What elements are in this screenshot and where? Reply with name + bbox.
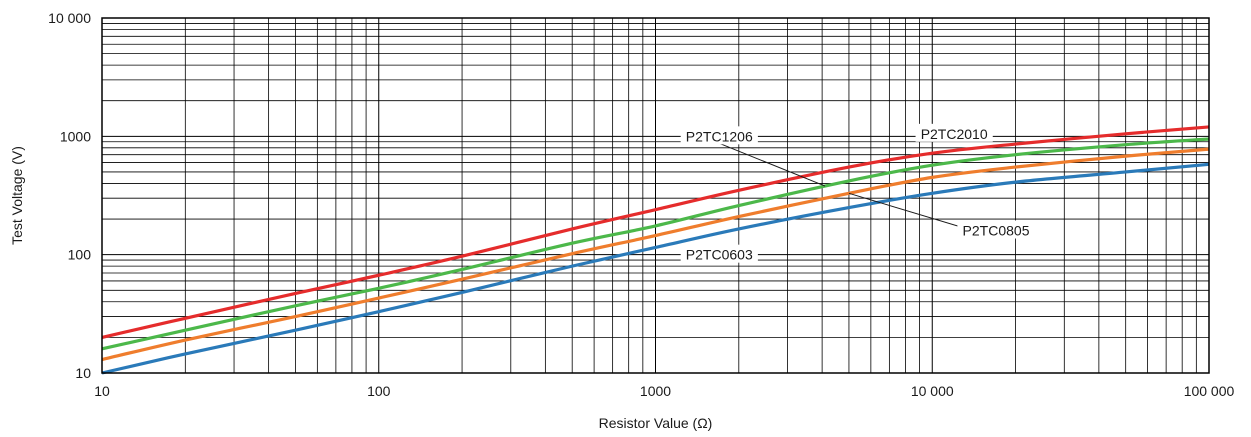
annotation-background [957, 220, 1035, 239]
x-tick-labels: 10 100 1000 10 000 100 000 [94, 383, 1234, 399]
series-line-p2tc2010 [101, 125, 1210, 339]
x-tick-label: 1000 [640, 383, 671, 399]
x-tick-label: 10 000 [911, 383, 954, 399]
series-label-p2tc2010: P2TC2010 [921, 126, 988, 142]
series-label-p2tc0603: P2TC0603 [686, 247, 753, 263]
grid [102, 18, 1209, 373]
y-tick-label: 10 [75, 365, 91, 381]
annotation-background [680, 244, 758, 263]
annotation-p2tc0603: P2TC0603 [680, 244, 758, 263]
y-tick-labels: 10 100 1000 10 000 [48, 10, 91, 381]
annotation-p2tc1206: P2TC1206 [680, 126, 826, 187]
annotation-p2tc2010: P2TC2010 [915, 123, 993, 142]
x-tick-label: 100 [367, 383, 391, 399]
x-tick-label: 100 000 [1184, 383, 1235, 399]
series-layer [101, 125, 1210, 375]
x-tick-label: 10 [94, 383, 110, 399]
y-tick-label: 1000 [60, 128, 91, 144]
y-tick-label: 10 000 [48, 10, 91, 26]
series-line-p2tc1206 [101, 137, 1210, 351]
series-label-p2tc0805: P2TC0805 [963, 223, 1030, 239]
series-line-p2tc0805 [101, 147, 1210, 362]
series-label-p2tc1206: P2TC1206 [686, 128, 753, 144]
annotation-background [680, 126, 758, 145]
annotation-p2tc0805: P2TC0805 [848, 192, 1035, 239]
y-tick-label: 100 [68, 247, 92, 263]
plot-frame [101, 17, 1210, 374]
annotation-background [915, 123, 993, 142]
series-line-p2tc0603 [101, 162, 1210, 375]
x-axis-label: Resistor Value (Ω) [599, 415, 713, 431]
annotation-leader [719, 142, 826, 187]
annotation-layer: P2TC1206 P2TC2010 P2TC0805 P2TC0603 [680, 123, 1035, 263]
y-axis-label: Test Voltage (V) [9, 146, 25, 245]
